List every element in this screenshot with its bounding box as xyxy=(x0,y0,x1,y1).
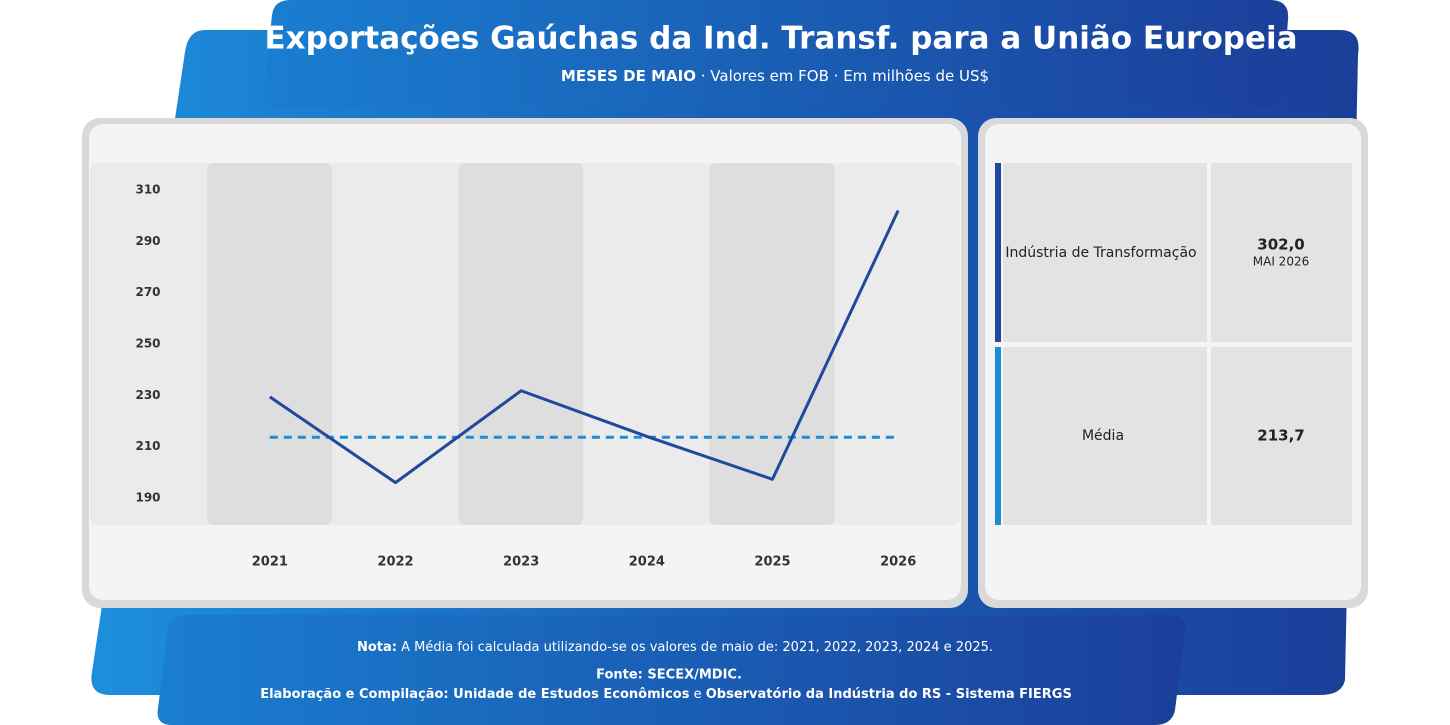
note-label: Nota: xyxy=(357,640,397,655)
x-tick-label: 2022 xyxy=(377,555,413,570)
column-band xyxy=(709,163,835,525)
y-tick-label: 310 xyxy=(135,182,160,196)
column-band xyxy=(458,163,583,525)
summary-label: Média xyxy=(1082,428,1124,444)
summary-cell xyxy=(1003,163,1207,342)
source: Fonte: SECEX/MDIC. xyxy=(596,668,742,683)
summary-value: 302,0 xyxy=(1257,236,1304,254)
y-tick-label: 210 xyxy=(135,439,160,453)
x-tick-label: 2026 xyxy=(880,555,916,570)
series-marker xyxy=(995,163,1001,342)
summary-cell xyxy=(1003,347,1207,525)
credit: Elaboração e Compilação: Unidade de Estu… xyxy=(260,687,690,702)
summary-value: 213,7 xyxy=(1257,427,1304,445)
x-tick-label: 2023 xyxy=(503,555,539,570)
x-tick-label: 2024 xyxy=(629,555,665,570)
subtitle: MESES DE MAIO · Valores em FOB · Em milh… xyxy=(561,67,989,85)
summary-cell xyxy=(1211,163,1352,342)
note: Nota: A Média foi calculada utilizando-s… xyxy=(357,640,993,655)
summary-period: MAI 2026 xyxy=(1253,255,1309,269)
x-tick-label: 2021 xyxy=(252,555,288,570)
summary-label: Indústria de Transformação xyxy=(1005,245,1196,261)
line xyxy=(268,209,900,485)
footer-tab xyxy=(157,615,1186,725)
y-tick-label: 230 xyxy=(135,388,160,402)
header-tab xyxy=(263,0,1289,108)
credit: e xyxy=(694,687,702,702)
subtitle-text: · Valores em FOB · Em milhões de US$ xyxy=(701,67,989,85)
chart: 2021 2022 2023 2024 2025 2026 190 210 230 250 270 2… xyxy=(135,163,916,570)
average-marker xyxy=(995,347,1001,525)
x-tick-label: 2025 xyxy=(754,555,790,570)
y-tick-label: 250 xyxy=(135,337,160,351)
y-tick-label: 290 xyxy=(135,234,160,248)
subtitle-bold: MESES DE MAIO xyxy=(561,67,696,85)
y-tick-label: 190 xyxy=(135,491,160,505)
note-text: A Média foi calculada utilizando-se os v… xyxy=(401,640,993,655)
y-tick-label: 270 xyxy=(135,285,160,299)
title: Exportações Gaúchas da Ind. Transf. para… xyxy=(264,21,1297,57)
column-band xyxy=(207,163,332,525)
credits: Elaboração e Compilação: Unidade de Estu… xyxy=(260,687,1072,702)
credit: Observatório da Indústria do RS - Sistem… xyxy=(706,687,1072,702)
summary-cell xyxy=(1211,347,1352,525)
